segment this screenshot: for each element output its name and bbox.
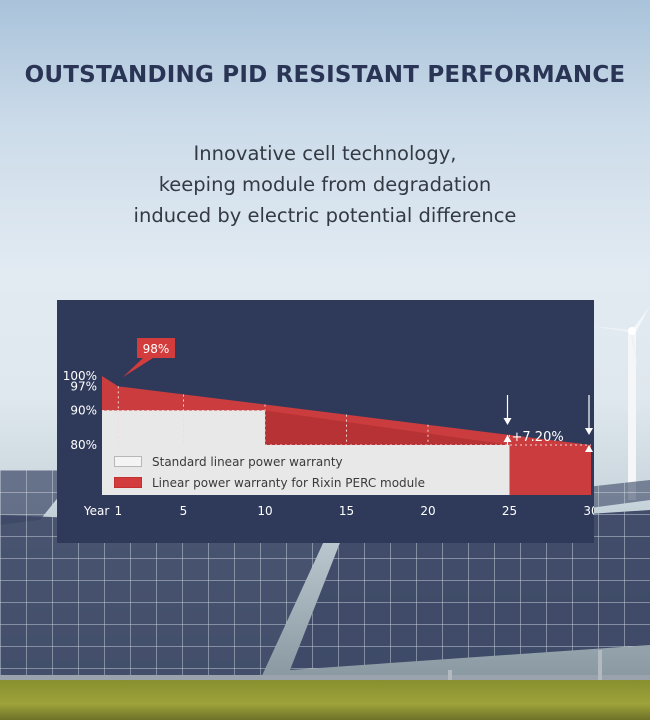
rixin-area-shade [265,410,510,445]
x-tick-label: 20 [420,504,435,518]
solar-panel-field [0,470,650,710]
subtitle-line: induced by electric potential difference [133,204,517,227]
annotation-label: +7.20% [512,430,564,445]
x-tick-label: 5 [180,504,188,518]
callout-98-pointer [123,358,153,377]
legend-swatch-rixin [114,477,142,488]
annotation-label: 98% [143,342,170,356]
page-title: OUTSTANDING PID RESISTANT PERFORMANCE [24,62,626,88]
legend-label-rixin: Linear power warranty for Rixin PERC mod… [152,475,425,490]
y-tick-label: 97% [70,379,97,393]
subtitle-line: Innovative cell technology, [193,142,457,165]
warranty-chart: 100%97%90%80%Year15101520253098%+7.20%+4… [57,300,594,543]
x-tick-label: 15 [339,504,354,518]
legend-swatch-standard [114,456,142,467]
x-tick-label: 1 [114,504,122,518]
y-tick-label: 90% [70,404,97,418]
chart-legend: Standard linear power warranty Linear po… [114,451,425,493]
grass-strip [0,680,650,720]
arrow-30-up-icon-head [585,445,593,452]
arrow-25-up-icon-head [503,435,512,442]
x-tick-label: 10 [257,504,272,518]
subtitle-line: keeping module from degradation [158,173,492,196]
standard-area-step-2 [265,445,510,495]
legend-item-standard: Standard linear power warranty [114,451,425,472]
wind-turbine-tower [628,330,636,500]
legend-item-rixin: Linear power warranty for Rixin PERC mod… [114,472,425,493]
arrow-30-down-icon-head [585,428,593,435]
wind-turbine-blades-icon [592,306,650,370]
y-tick-label: 80% [70,438,97,452]
x-tick-label: 30 [583,504,594,518]
y-tick-label: 100% [63,369,97,383]
chart-canvas: 100%97%90%80%Year15101520253098%+7.20%+4… [63,338,594,518]
x-tick-label: 25 [502,504,517,518]
subtitle: Innovative cell technology, keeping modu… [0,138,650,231]
callout-98-box [137,338,175,358]
arrow-25-down-icon-head [503,418,512,425]
legend-label-standard: Standard linear power warranty [152,454,343,469]
x-axis-label: Year [83,504,109,518]
